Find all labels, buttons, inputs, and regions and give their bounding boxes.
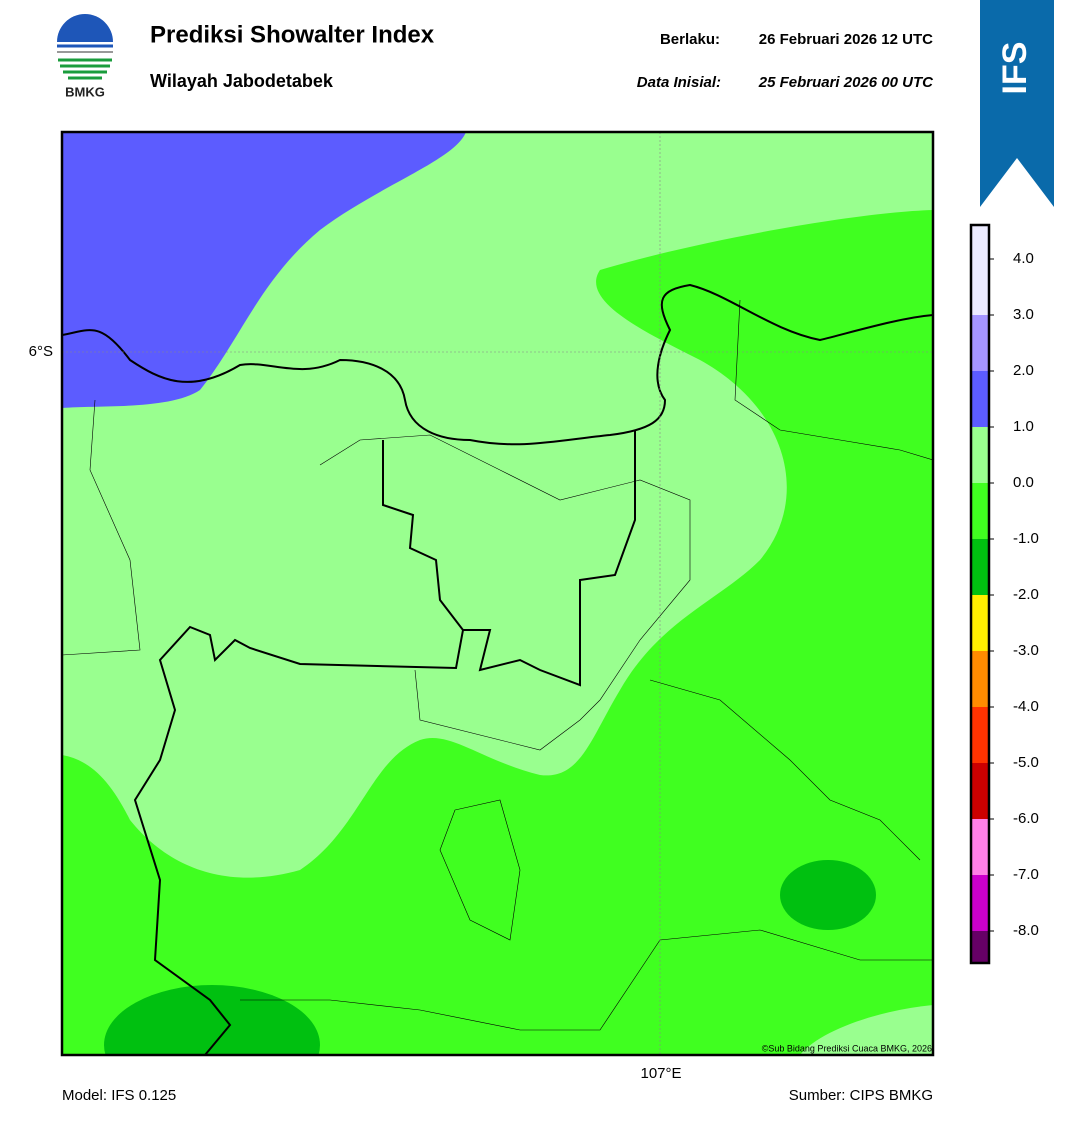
colorbar-bin (971, 371, 989, 427)
colorbar-label: 3.0 (1013, 306, 1034, 323)
colorbar-frame (969, 223, 991, 965)
colorbar-label: 4.0 (1013, 250, 1034, 267)
map-area (62, 132, 933, 1055)
lon-label: 107°E (640, 1065, 681, 1082)
colorbar-label: -8.0 (1013, 922, 1039, 939)
coastline (62, 283, 933, 1055)
valid-time: 26 Februari 2026 12 UTC (759, 31, 933, 48)
colorbar-label: -5.0 (1013, 754, 1039, 771)
colorbar-label: 2.0 (1013, 362, 1034, 379)
map-frame (60, 130, 935, 1057)
init-label: Data Inisial: (637, 74, 721, 91)
colorbar-label: -7.0 (1013, 866, 1039, 883)
source: Sumber: CIPS BMKG (789, 1087, 933, 1104)
colorbar-bin (971, 595, 989, 651)
colorbar-bin (971, 931, 989, 963)
colorbar-label: 0.0 (1013, 474, 1034, 491)
colorbar-bin (971, 875, 989, 931)
colorbar-bin (971, 315, 989, 371)
colorbar-bin (971, 483, 989, 539)
credit: ©Sub Bidang Prediksi Cuaca BMKG, 2026 (762, 1043, 932, 1053)
init-time: 25 Februari 2026 00 UTC (758, 74, 934, 91)
colorbar-bin (971, 427, 989, 483)
graticule (62, 132, 933, 1055)
colorbar-label: -3.0 (1013, 642, 1039, 659)
colorbar-bin (971, 651, 989, 707)
colorbar-bin (971, 707, 989, 763)
colorbar-bin (971, 225, 989, 315)
valid-label: Berlaku: (660, 31, 720, 48)
title: Prediksi Showalter Index (150, 21, 435, 48)
lat-label: 6°S (29, 343, 53, 360)
colorbar-bin (971, 763, 989, 819)
colorbar-label: -1.0 (1013, 530, 1039, 547)
logo (57, 14, 113, 80)
subtitle: Wilayah Jabodetabek (150, 71, 334, 91)
model: Model: IFS 0.125 (62, 1087, 176, 1104)
logo-text: BMKG (65, 84, 105, 99)
banner (980, 0, 1054, 207)
colorbar-label: -6.0 (1013, 810, 1039, 827)
colorbar-label: -2.0 (1013, 586, 1039, 603)
banner-text: IFS (996, 42, 1034, 95)
colorbar-bin (971, 819, 989, 875)
colorbar-bin (971, 539, 989, 595)
boundaries (62, 299, 933, 1031)
colorbar-label: 1.0 (1013, 418, 1034, 435)
colorbar-label: -4.0 (1013, 698, 1039, 715)
